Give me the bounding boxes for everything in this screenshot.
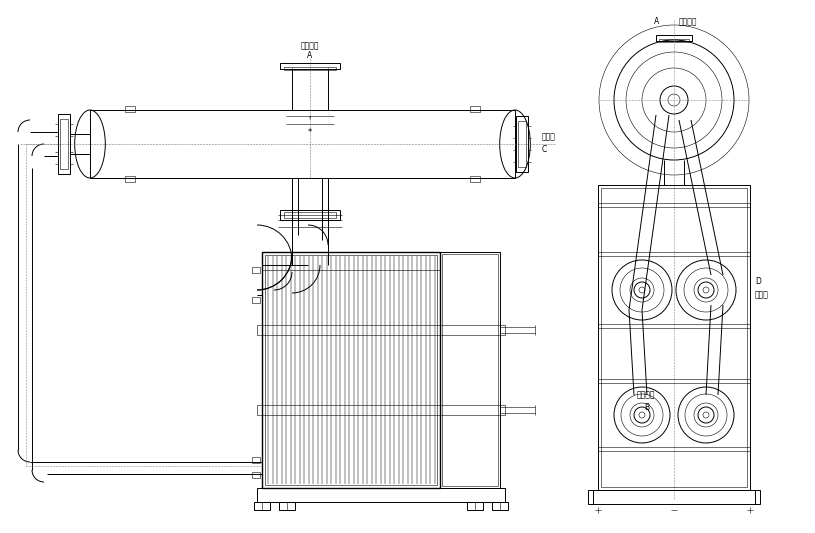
Text: 蔪決出口: 蔪決出口 <box>637 391 655 400</box>
Bar <box>598 185 750 490</box>
Bar <box>90 110 515 178</box>
Bar <box>257 325 505 335</box>
Bar <box>257 488 505 502</box>
Text: 蔪決入口: 蔪決入口 <box>679 18 698 27</box>
Text: *: * <box>308 127 312 136</box>
Bar <box>516 116 528 172</box>
Bar <box>252 297 260 303</box>
Bar <box>467 502 483 510</box>
Text: D: D <box>755 278 761 287</box>
Bar <box>470 106 480 112</box>
Bar <box>252 267 260 273</box>
Bar <box>284 67 336 70</box>
Bar <box>262 252 440 488</box>
Bar <box>252 457 260 463</box>
Text: A: A <box>654 18 659 27</box>
Bar <box>518 121 526 167</box>
Text: 水进口: 水进口 <box>542 133 556 141</box>
Text: 蔪決入口: 蔪決入口 <box>301 42 319 51</box>
Text: C: C <box>542 144 547 154</box>
Text: A: A <box>307 51 313 60</box>
Bar <box>60 119 68 169</box>
Bar <box>254 502 270 510</box>
Text: 水出口: 水出口 <box>755 290 769 300</box>
Bar <box>588 490 760 504</box>
Bar <box>265 255 437 485</box>
Bar <box>440 252 500 488</box>
Bar <box>470 176 480 182</box>
Bar <box>280 63 340 69</box>
Bar <box>284 212 336 218</box>
Text: B: B <box>644 402 649 411</box>
Bar <box>492 502 508 510</box>
Bar <box>656 35 692 41</box>
Bar <box>280 210 340 220</box>
Bar <box>659 39 689 42</box>
Bar <box>125 176 135 182</box>
Text: ↑: ↑ <box>308 117 312 122</box>
Bar <box>262 252 440 270</box>
Bar <box>279 502 295 510</box>
Bar <box>601 188 747 487</box>
Bar <box>58 114 70 174</box>
Bar <box>257 405 505 415</box>
Bar <box>442 254 498 486</box>
Bar <box>125 106 135 112</box>
Bar <box>252 472 260 478</box>
